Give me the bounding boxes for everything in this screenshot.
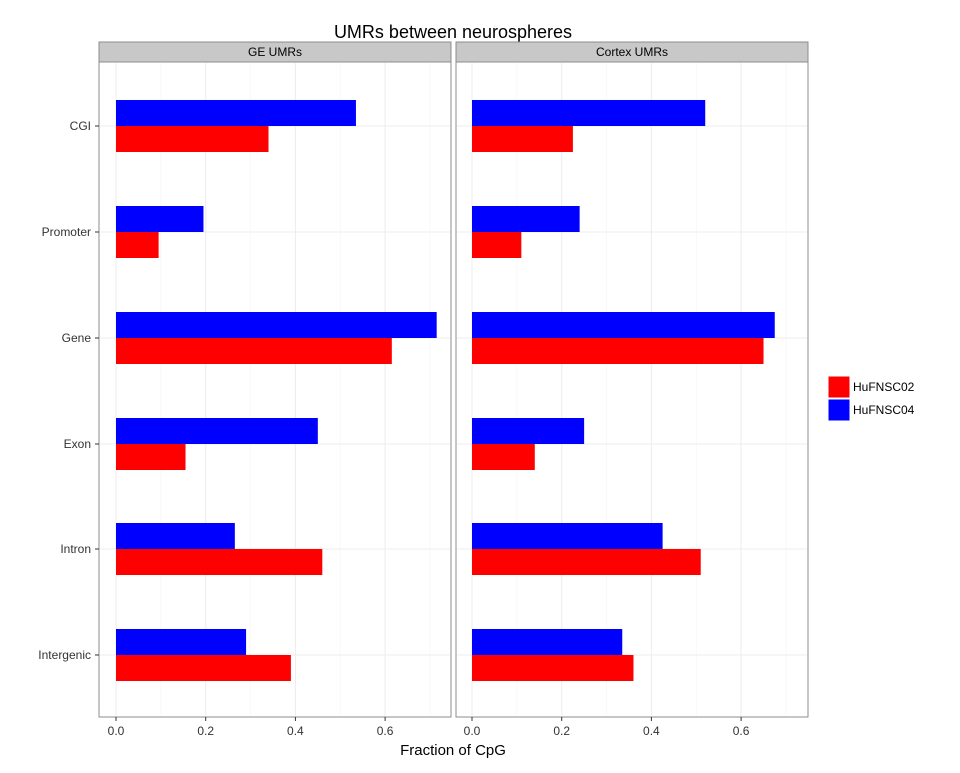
x-tick-label: 0.2	[197, 724, 214, 738]
bar-HuFNSC04-Exon	[472, 418, 585, 444]
y-tick-label: Gene	[62, 331, 92, 345]
legend-swatch-HuFNSC02	[827, 375, 851, 399]
bar-HuFNSC04-Intergenic	[116, 629, 247, 655]
bar-HuFNSC02-CGI	[472, 126, 573, 152]
x-tick-label: 0.4	[287, 724, 304, 738]
y-tick-label: Intergenic	[38, 648, 91, 662]
bar-HuFNSC02-Intergenic	[472, 655, 634, 681]
legend: HuFNSC02 HuFNSC04	[827, 375, 915, 422]
facet-strip-title: GE UMRs	[248, 45, 302, 59]
facet-panel-1: GE UMRs 0.0 0.2 0.4 0.6 CGI Promoter Gene Exon In…	[38, 41, 452, 738]
legend-swatch-HuFNSC04	[827, 398, 851, 422]
bar-HuFNSC02-Promoter	[116, 232, 159, 258]
bar-HuFNSC02-Exon	[116, 444, 186, 470]
facet-strip-title: Cortex UMRs	[596, 45, 668, 59]
facets-group: GE UMRs 0.0 0.2 0.4 0.6 CGI Promoter Gene Exon In…	[38, 41, 809, 738]
chart-title: UMRs between neurospheres	[334, 22, 572, 42]
legend-label-HuFNSC04: HuFNSC04	[853, 403, 915, 417]
bar-HuFNSC02-Promoter	[472, 232, 522, 258]
x-tick-label: 0.0	[108, 724, 125, 738]
y-tick-label: Exon	[64, 437, 91, 451]
x-tick-label: 0.6	[377, 724, 394, 738]
y-tick-label: Promoter	[42, 225, 91, 239]
bar-HuFNSC04-CGI	[472, 100, 706, 126]
bar-HuFNSC02-Exon	[472, 444, 535, 470]
bar-HuFNSC04-Gene	[116, 312, 437, 338]
x-tick-label: 0.4	[643, 724, 660, 738]
bar-HuFNSC04-Promoter	[472, 206, 580, 232]
legend-label-HuFNSC02: HuFNSC02	[853, 380, 915, 394]
bar-HuFNSC04-Intron	[116, 523, 235, 549]
bar-HuFNSC02-Gene	[472, 338, 764, 364]
bar-HuFNSC04-Gene	[472, 312, 775, 338]
bar-HuFNSC04-Exon	[116, 418, 318, 444]
y-tick-label: CGI	[70, 119, 91, 133]
bar-HuFNSC02-Intron	[116, 549, 323, 575]
bar-HuFNSC04-Promoter	[116, 206, 204, 232]
bar-HuFNSC04-Intergenic	[472, 629, 623, 655]
bar-HuFNSC02-Intergenic	[116, 655, 291, 681]
y-tick-label: Intron	[60, 542, 91, 556]
bar-HuFNSC02-CGI	[116, 126, 269, 152]
bar-HuFNSC02-Gene	[116, 338, 392, 364]
x-axis-label: Fraction of CpG	[400, 742, 506, 759]
x-tick-label: 0.0	[464, 724, 481, 738]
facet-plot-area	[455, 61, 809, 718]
facet-panel-2: Cortex UMRs 0.0 0.2 0.4 0.6	[455, 41, 809, 738]
x-tick-label: 0.2	[553, 724, 570, 738]
bar-HuFNSC04-CGI	[116, 100, 356, 126]
bar-HuFNSC02-Intron	[472, 549, 701, 575]
facet-plot-area	[98, 61, 452, 718]
bar-HuFNSC04-Intron	[472, 523, 663, 549]
x-tick-label: 0.6	[733, 724, 750, 738]
